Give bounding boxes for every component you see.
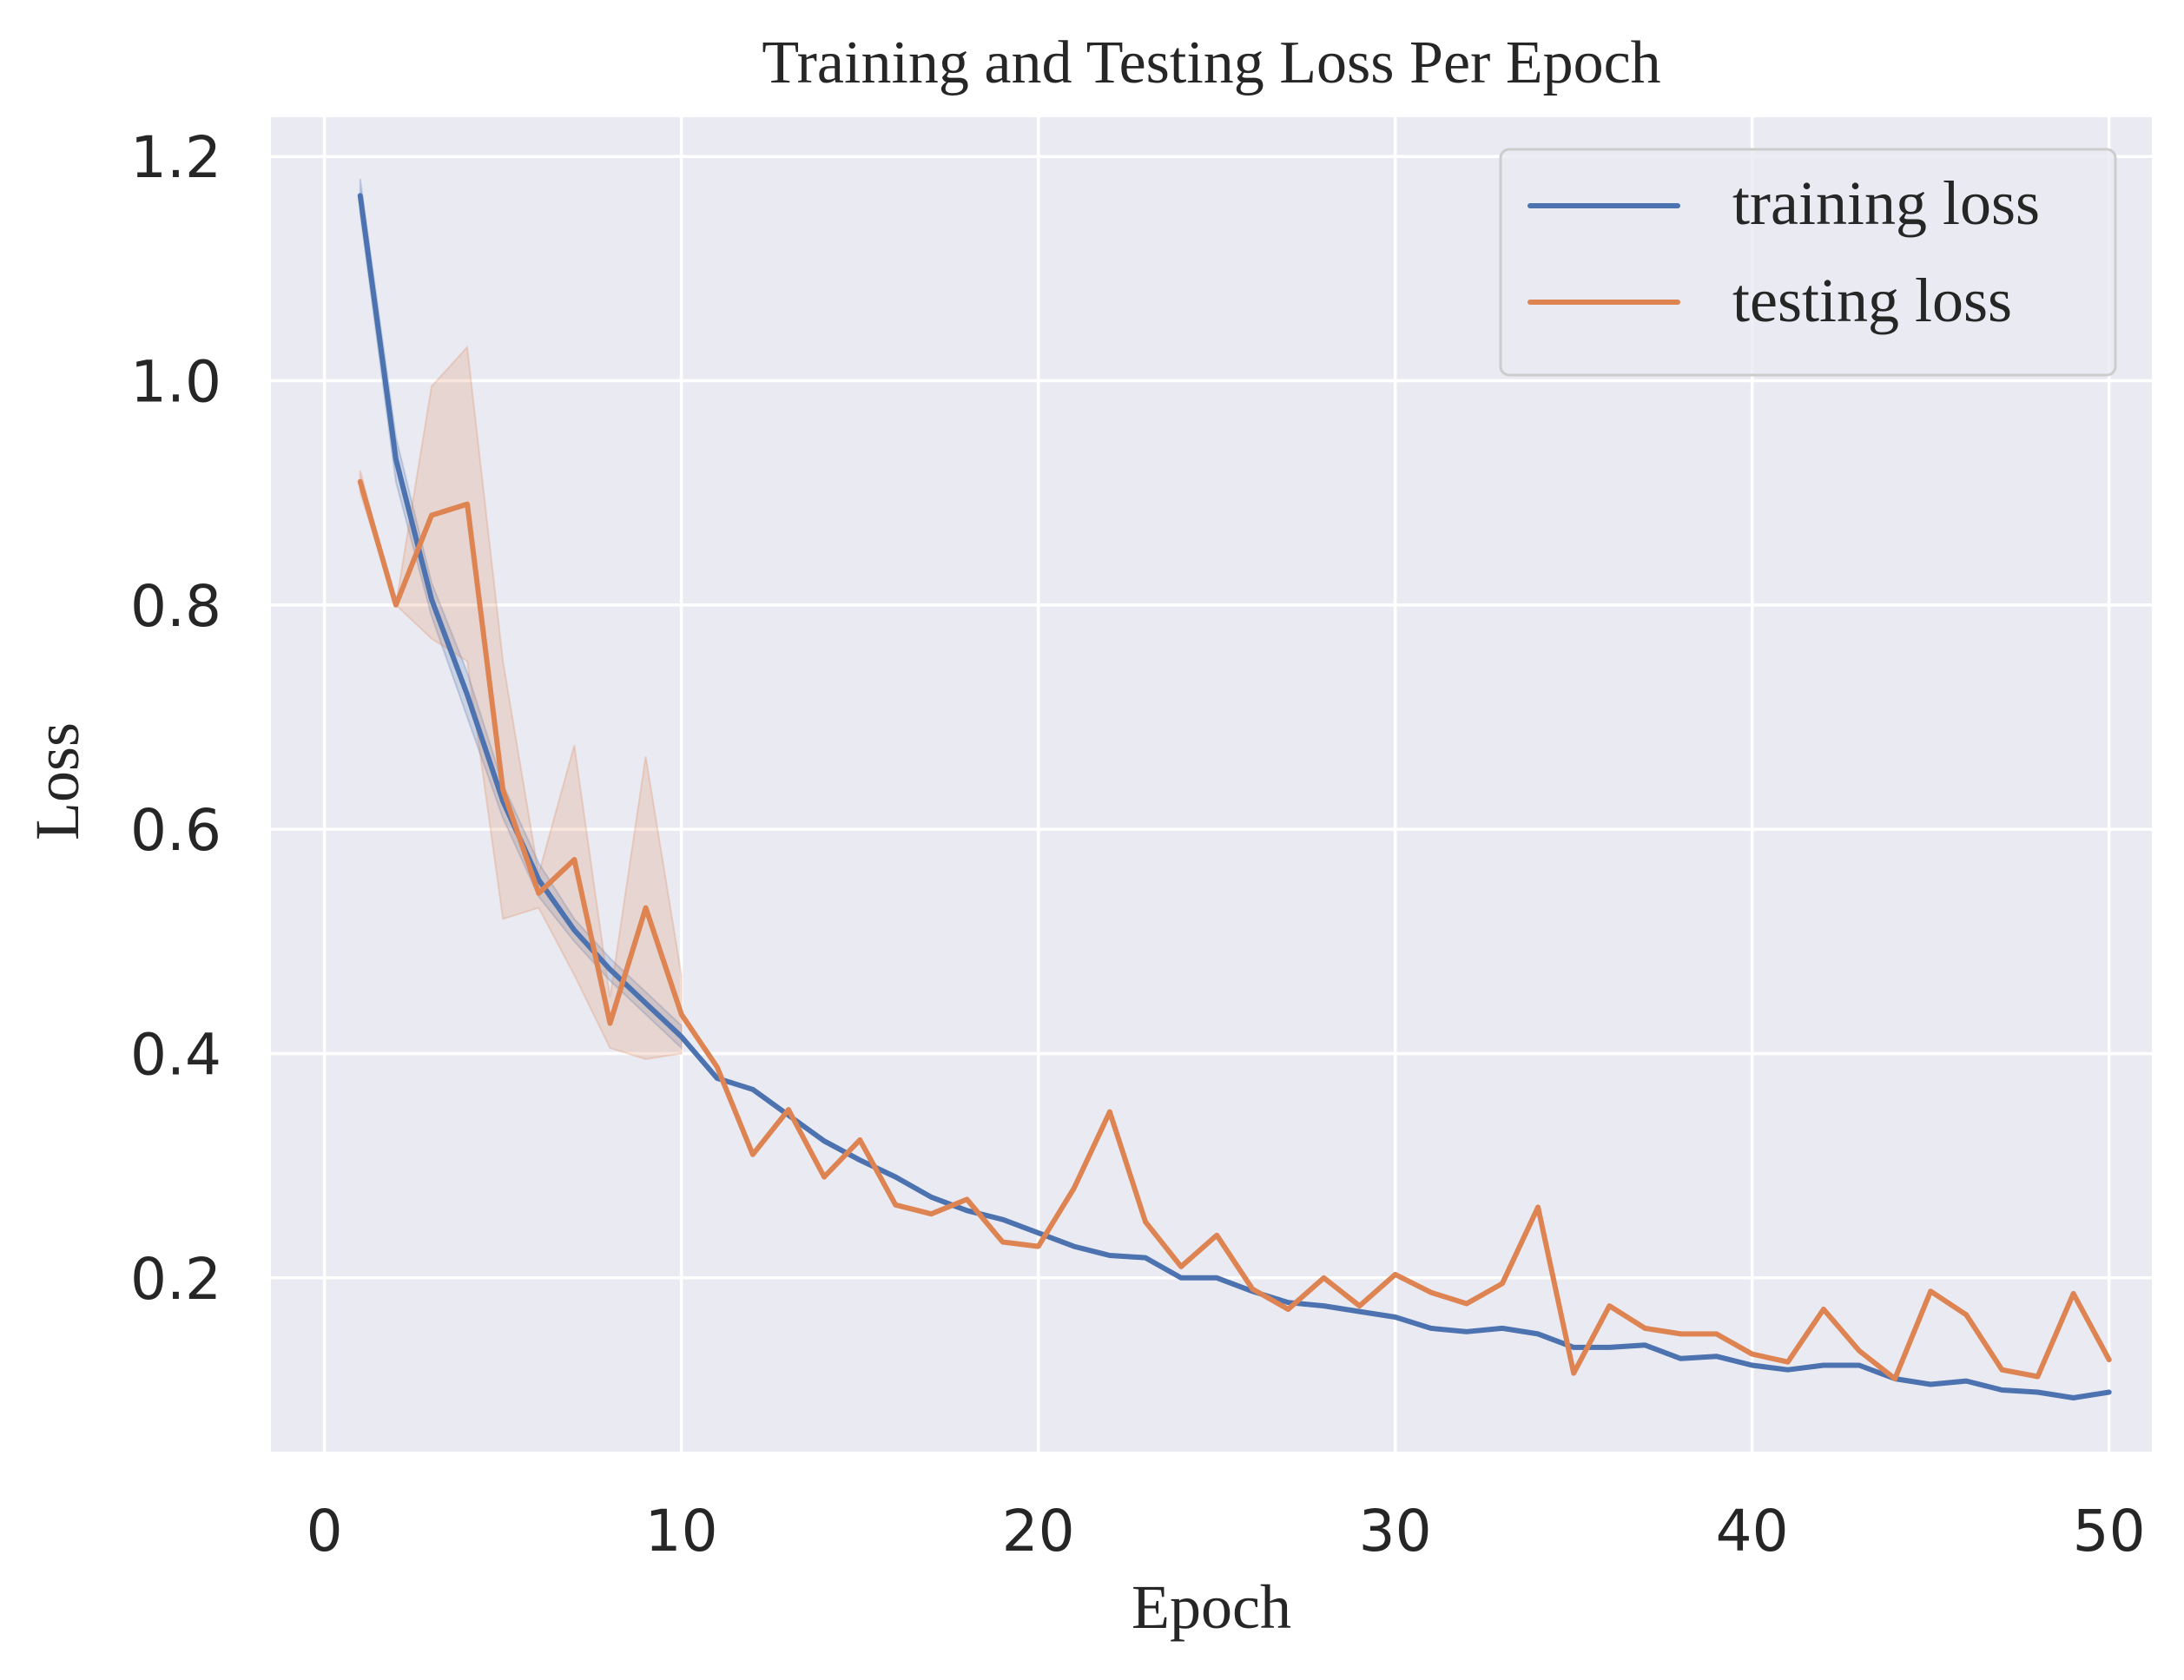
series-lines (357, 193, 2112, 1400)
series-line-training (357, 193, 2112, 1400)
y-tick-label: 0.6 (130, 797, 221, 864)
y-tick-label: 1.2 (130, 124, 221, 191)
x-tick-label: 30 (1359, 1498, 1432, 1565)
x-tick-label: 20 (1002, 1498, 1075, 1565)
legend: training loss testing loss (1499, 148, 2117, 377)
x-tick-labels: 0 10 20 30 40 50 (307, 1498, 2146, 1565)
band-training (359, 178, 683, 1051)
y-tick-label: 0.8 (130, 573, 221, 640)
legend-label-training: training loss (1732, 168, 2040, 238)
y-tick-labels: 0.2 0.4 0.6 0.8 1.0 1.2 (130, 124, 221, 1313)
x-tick-label: 40 (1716, 1498, 1789, 1565)
y-tick-label: 0.4 (130, 1021, 221, 1088)
x-tick-label: 50 (2073, 1498, 2146, 1565)
x-tick-label: 0 (307, 1498, 343, 1565)
band-testing (359, 345, 683, 1060)
confidence-bands (359, 178, 683, 1060)
x-tick-label: 10 (645, 1498, 718, 1565)
chart-title: Training and Testing Loss Per Epoch (762, 30, 1660, 96)
y-tick-label: 1.0 (130, 349, 221, 416)
y-tick-label: 0.2 (130, 1246, 221, 1313)
series-line-testing (357, 478, 2112, 1381)
legend-label-testing: testing loss (1732, 266, 2012, 335)
x-axis-label: Epoch (1132, 1572, 1291, 1642)
y-axis-label: Loss (23, 722, 92, 840)
